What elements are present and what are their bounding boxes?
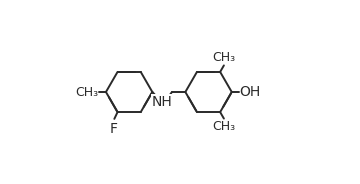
Text: F: F [109,122,118,137]
Text: OH: OH [239,85,261,99]
Text: CH₃: CH₃ [75,86,98,98]
Text: CH₃: CH₃ [212,51,235,64]
Text: NH: NH [152,95,172,109]
Text: CH₃: CH₃ [212,120,235,133]
